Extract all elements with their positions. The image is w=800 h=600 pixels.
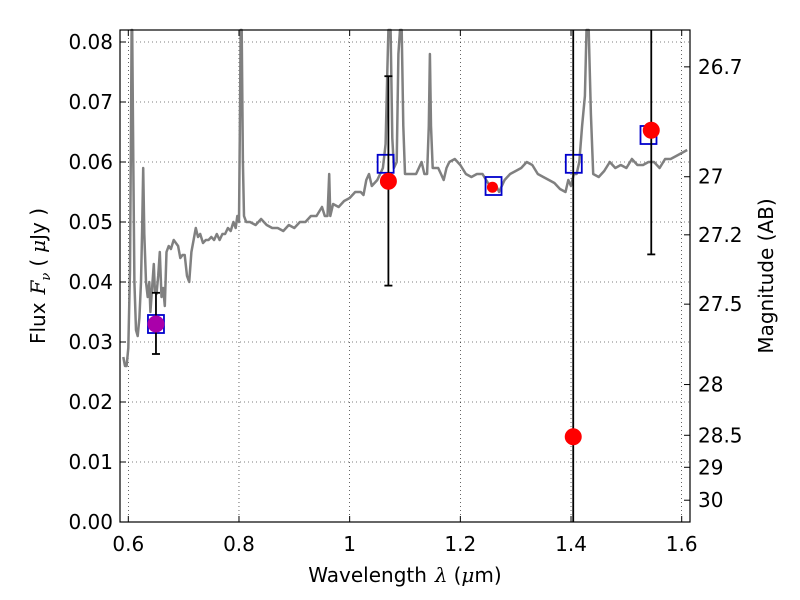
observed-markers-layer <box>147 30 660 522</box>
ticks-layer: 0.6 0.8 1 1.2 1.4 1.6 0.00 0.01 0.02 0.03 0.04 0.05… <box>68 30 743 556</box>
model-square <box>484 176 503 196</box>
y2-tick-label: 29 <box>698 455 723 479</box>
observed-point <box>147 315 165 333</box>
x-tick-label: 1.4 <box>555 532 587 556</box>
y2-tick-label: 27.5 <box>698 292 743 316</box>
spectrum-line-layer <box>122 28 688 368</box>
observed-point <box>379 172 397 190</box>
y2-tick-label: 28.5 <box>698 423 743 447</box>
y2-tick-label: 27.2 <box>698 223 743 247</box>
y-tick-label: 0.03 <box>68 330 113 354</box>
x-tick-label: 0.8 <box>223 532 255 556</box>
model-square <box>376 153 395 174</box>
y2-tick-label: 28 <box>698 373 723 397</box>
y-tick-label: 0.06 <box>68 150 113 174</box>
x-tick-label: 0.6 <box>112 532 144 556</box>
observed-point <box>642 121 660 139</box>
y2-tick-label: 27 <box>698 165 723 189</box>
spectrum-line <box>122 28 688 368</box>
x-tick-label: 1.6 <box>666 532 698 556</box>
plot-frame <box>119 29 691 523</box>
observed-point <box>486 181 498 193</box>
y-axis-title: FluxFν(μJy ) <box>26 208 54 344</box>
y2-axis-title: Magnitude (AB) <box>754 198 778 353</box>
y-tick-label: 0.05 <box>68 210 113 234</box>
y-tick-label: 0.02 <box>68 390 113 414</box>
x-tick-label: 1.2 <box>444 532 476 556</box>
y-tick-label: 0.07 <box>68 90 113 114</box>
y-tick-label: 0.08 <box>68 30 113 54</box>
y-tick-label: 0.00 <box>68 510 113 534</box>
y-tick-label: 0.01 <box>68 450 113 474</box>
observed-point <box>564 428 582 446</box>
y-tick-label: 0.04 <box>68 270 113 294</box>
x-axis-title: Wavelength λ (μm) <box>308 563 501 587</box>
y2-tick-label: 30 <box>698 488 723 512</box>
x-tick-label: 1 <box>343 532 356 556</box>
y2-tick-label: 26.7 <box>698 55 743 79</box>
